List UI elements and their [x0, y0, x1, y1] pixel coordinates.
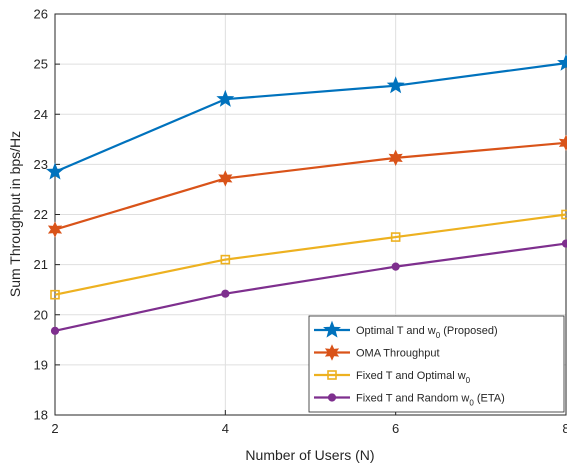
series-1	[46, 53, 567, 180]
x-tick-label: 2	[51, 421, 58, 436]
legend-swatch-marker	[324, 344, 340, 361]
data-point	[220, 254, 231, 265]
data-point	[50, 326, 60, 335]
data-point	[221, 289, 230, 298]
legend-label-subscript: 0	[466, 376, 471, 385]
y-tick-label: 24	[34, 107, 48, 122]
legend-label-tail: (Proposed)	[440, 325, 497, 337]
legend-label-subscript: 0	[469, 399, 474, 408]
legend-label-main: Fixed T and Optimal w	[356, 370, 466, 382]
legend-item: Optimal T and w0 (Proposed)	[314, 320, 498, 340]
x-tick-label: 4	[222, 421, 229, 436]
y-axis-label: Sum Throughput in bps/Hz	[7, 131, 23, 297]
series-line	[54, 141, 567, 231]
series-line	[54, 213, 567, 296]
y-tick-label: 26	[34, 7, 48, 22]
x-tick-label: 8	[562, 421, 567, 436]
y-tick-label: 23	[34, 157, 48, 172]
y-tick-label: 21	[34, 257, 48, 272]
legend-label-tail: (ETA)	[474, 393, 505, 405]
legend-item: Fixed T and Random w0 (ETA)	[314, 393, 505, 408]
data-point	[218, 170, 233, 187]
legend-label-main: Optimal T and w	[356, 325, 436, 337]
y-tick-label: 22	[34, 207, 48, 222]
legend-item: OMA Throughput	[314, 344, 440, 361]
legend-label: Fixed T and Random w0 (ETA)	[356, 393, 505, 408]
x-tick-label: 6	[392, 421, 399, 436]
data-point	[388, 149, 403, 167]
data-point	[47, 221, 63, 238]
series-group	[46, 53, 567, 335]
data-point	[557, 53, 567, 71]
y-tick-label: 20	[34, 307, 48, 322]
legend-swatch-marker	[327, 370, 337, 380]
data-point	[391, 262, 400, 271]
y-tick-label: 18	[34, 408, 48, 423]
data-point	[561, 239, 567, 248]
legend-label: OMA Throughput	[356, 348, 440, 360]
legend-box	[308, 315, 565, 413]
series-2	[47, 134, 567, 238]
data-point	[46, 162, 64, 180]
series-line	[54, 62, 567, 173]
legend-label: Fixed T and Optimal w0	[356, 370, 471, 385]
data-point	[50, 289, 60, 300]
legend-swatch-marker	[327, 393, 337, 402]
legend-item: Fixed T and Optimal w0	[314, 370, 471, 385]
legend-swatch-marker	[323, 320, 341, 338]
x-axis-label: Number of Users (N)	[245, 447, 374, 463]
y-tick-label: 25	[34, 57, 48, 72]
series-4	[50, 239, 567, 335]
legend-label-main: Fixed T and Random w	[356, 393, 469, 405]
series-line	[54, 242, 567, 332]
data-point	[561, 209, 567, 220]
legend-label-subscript: 0	[436, 331, 441, 340]
series-3	[50, 209, 567, 300]
legend-label: Optimal T and w0 (Proposed)	[356, 325, 498, 340]
data-point	[216, 89, 235, 107]
data-point	[390, 232, 401, 242]
data-point	[386, 76, 405, 94]
y-tick-label: 19	[34, 357, 48, 372]
x-axis: 2 4 6 8	[51, 410, 567, 436]
data-point	[558, 134, 567, 152]
legend-label-main: OMA Throughput	[356, 348, 440, 360]
legend: Optimal T and w0 (Proposed)OMA Throughpu…	[308, 315, 565, 413]
y-axis: 18 19 20 21 22 23 24 25 26	[34, 7, 60, 423]
